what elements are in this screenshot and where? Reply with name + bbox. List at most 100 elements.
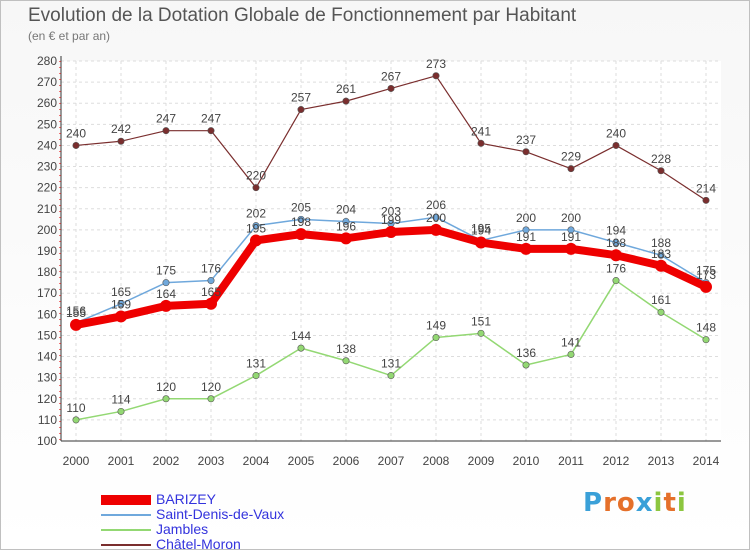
data-point	[162, 127, 170, 135]
data-point	[565, 242, 577, 255]
data-point	[657, 167, 665, 175]
data-point	[567, 226, 575, 234]
x-tick-label: 2002	[153, 454, 180, 468]
y-tick-label: 160	[37, 307, 57, 321]
y-tick-label: 120	[37, 392, 57, 406]
data-point	[522, 148, 530, 156]
data-label: 175	[696, 264, 716, 278]
data-label: 148	[696, 321, 716, 335]
data-point	[657, 251, 665, 259]
data-point	[72, 141, 80, 149]
data-point	[207, 127, 215, 135]
x-tick-label: 2000	[63, 454, 90, 468]
x-tick-label: 2014	[693, 454, 720, 468]
x-tick-label: 2003	[198, 454, 225, 468]
data-point	[297, 215, 305, 223]
data-point	[702, 196, 710, 204]
data-point	[477, 139, 485, 147]
data-point	[340, 232, 352, 245]
data-label: 120	[156, 380, 176, 394]
y-tick-label: 170	[37, 286, 57, 300]
data-point	[385, 226, 397, 238]
data-point	[252, 184, 260, 192]
data-label: 188	[651, 236, 671, 250]
logo-letter: P	[583, 488, 604, 518]
legend-label: Châtel-Moron	[156, 536, 241, 552]
data-point	[117, 300, 125, 308]
data-point	[160, 299, 172, 312]
data-label: 261	[336, 82, 356, 96]
data-label: 220	[246, 169, 266, 183]
data-point	[162, 395, 170, 403]
data-label: 176	[201, 262, 221, 276]
y-tick-label: 200	[37, 223, 57, 237]
data-label: 228	[651, 152, 671, 166]
x-tick-label: 2004	[243, 454, 270, 468]
data-label: 164	[156, 287, 176, 301]
data-point	[297, 106, 305, 114]
data-label: 183	[651, 247, 671, 261]
y-tick-label: 210	[37, 202, 57, 216]
data-label: 198	[291, 215, 311, 229]
data-point	[250, 234, 262, 247]
data-point	[117, 137, 125, 145]
data-point	[522, 361, 530, 369]
logo-letter: i	[653, 488, 664, 518]
data-point	[567, 350, 575, 358]
data-label: 205	[291, 200, 311, 214]
data-label: 194	[471, 224, 491, 238]
data-label: 240	[606, 126, 626, 140]
data-point	[342, 357, 350, 365]
data-point	[520, 242, 532, 255]
data-point	[117, 407, 125, 415]
data-point	[522, 226, 530, 234]
data-label: 247	[201, 112, 221, 126]
data-point	[387, 372, 395, 380]
data-label: 241	[471, 124, 491, 138]
data-label: 161	[651, 293, 671, 307]
data-label: 240	[66, 126, 86, 140]
data-label: 195	[471, 221, 491, 235]
x-tick-label: 2005	[288, 454, 315, 468]
data-point	[612, 239, 620, 247]
x-tick-label: 2006	[333, 454, 360, 468]
data-point	[252, 372, 260, 380]
legend-label: Saint-Denis-de-Vaux	[156, 506, 285, 522]
data-label: 114	[111, 392, 130, 406]
data-point	[252, 222, 260, 230]
data-label: 156	[66, 304, 86, 318]
data-label: 200	[516, 211, 536, 225]
data-label: 175	[156, 264, 176, 278]
legend-swatch	[101, 529, 151, 531]
data-label: 131	[381, 357, 401, 371]
y-tick-label: 240	[37, 138, 57, 152]
data-point	[295, 228, 307, 241]
logo-letter: r	[603, 488, 617, 518]
data-point	[72, 416, 80, 424]
data-label: 151	[471, 314, 491, 328]
data-label: 165	[111, 285, 131, 299]
data-label: 203	[381, 205, 401, 219]
x-tick-label: 2001	[108, 454, 135, 468]
y-tick-label: 150	[37, 328, 57, 342]
data-label: 120	[201, 380, 221, 394]
data-label: 159	[111, 297, 131, 311]
logo-letter: x	[635, 488, 654, 518]
x-tick-label: 2011	[558, 454, 584, 468]
legend-label: BARIZEY	[156, 491, 216, 507]
x-tick-label: 2013	[648, 454, 675, 468]
y-tick-label: 270	[37, 75, 57, 89]
data-label: 155	[66, 306, 86, 320]
data-point	[475, 236, 487, 249]
legend-swatch	[101, 495, 151, 505]
data-label: 206	[426, 198, 446, 212]
y-tick-label: 100	[37, 434, 57, 448]
y-tick-label: 110	[38, 413, 57, 427]
data-point	[477, 329, 485, 337]
chart-title: Evolution de la Dotation Globale de Fonc…	[28, 5, 577, 26]
data-point	[567, 165, 575, 173]
logo-letter: o	[616, 488, 636, 518]
data-point	[207, 395, 215, 403]
